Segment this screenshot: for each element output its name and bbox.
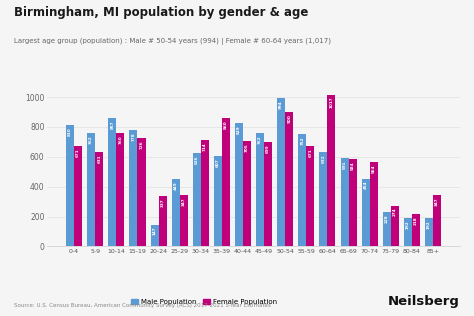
Bar bbox=[340, 158, 348, 246]
Text: 626: 626 bbox=[195, 155, 199, 164]
Bar bbox=[425, 218, 433, 246]
Text: 274: 274 bbox=[393, 208, 397, 216]
Text: 752: 752 bbox=[301, 137, 304, 145]
Bar bbox=[137, 138, 146, 246]
Text: 632: 632 bbox=[321, 154, 326, 163]
Text: 347: 347 bbox=[182, 197, 186, 205]
Bar bbox=[328, 94, 336, 246]
Text: 1017: 1017 bbox=[329, 97, 334, 108]
Bar bbox=[348, 159, 356, 246]
Text: 829: 829 bbox=[237, 125, 241, 133]
Bar bbox=[256, 133, 264, 246]
Text: 564: 564 bbox=[372, 164, 376, 173]
Text: 347: 347 bbox=[435, 197, 439, 205]
Bar bbox=[201, 140, 209, 246]
Bar bbox=[117, 133, 124, 246]
Text: 218: 218 bbox=[414, 216, 418, 225]
Bar bbox=[129, 130, 137, 246]
Text: 192: 192 bbox=[406, 220, 410, 229]
Bar bbox=[214, 156, 222, 246]
Bar bbox=[383, 212, 391, 246]
Bar bbox=[433, 195, 441, 246]
Bar bbox=[172, 179, 180, 246]
Text: 900: 900 bbox=[287, 114, 291, 123]
Text: 192: 192 bbox=[427, 220, 431, 229]
Text: 994: 994 bbox=[279, 100, 283, 109]
Bar bbox=[66, 125, 74, 246]
Bar bbox=[285, 112, 293, 246]
Text: 337: 337 bbox=[161, 198, 164, 207]
Text: 607: 607 bbox=[216, 158, 220, 167]
Text: 449: 449 bbox=[173, 182, 178, 190]
Bar bbox=[151, 225, 159, 246]
Text: 762: 762 bbox=[258, 135, 262, 143]
Text: 147: 147 bbox=[153, 227, 156, 235]
Text: 584: 584 bbox=[351, 161, 355, 170]
Bar bbox=[298, 134, 306, 246]
Text: 762: 762 bbox=[89, 135, 93, 143]
Bar bbox=[74, 146, 82, 246]
Bar bbox=[193, 153, 201, 246]
Text: Neilsberg: Neilsberg bbox=[388, 295, 460, 308]
Bar bbox=[180, 195, 188, 246]
Text: 631: 631 bbox=[97, 155, 101, 163]
Bar bbox=[306, 146, 314, 246]
Bar bbox=[319, 152, 328, 246]
Bar bbox=[109, 118, 117, 246]
Text: Birmingham, MI population by gender & age: Birmingham, MI population by gender & ag… bbox=[14, 6, 309, 19]
Text: 714: 714 bbox=[203, 142, 207, 151]
Text: 454: 454 bbox=[364, 181, 368, 189]
Bar bbox=[362, 179, 370, 246]
Text: 857: 857 bbox=[110, 121, 114, 129]
Bar bbox=[391, 205, 399, 246]
Text: 726: 726 bbox=[139, 140, 144, 149]
Bar bbox=[243, 141, 251, 246]
Bar bbox=[264, 142, 272, 246]
Text: 699: 699 bbox=[266, 144, 270, 153]
Bar bbox=[87, 133, 95, 246]
Legend: Male Population, Female Population: Male Population, Female Population bbox=[128, 296, 280, 307]
Text: 810: 810 bbox=[68, 128, 72, 137]
Text: 671: 671 bbox=[76, 149, 80, 157]
Text: 778: 778 bbox=[131, 132, 136, 141]
Bar bbox=[370, 162, 378, 246]
Bar bbox=[412, 214, 420, 246]
Bar bbox=[222, 118, 230, 246]
Text: 671: 671 bbox=[309, 149, 312, 157]
Bar bbox=[235, 123, 243, 246]
Bar bbox=[277, 98, 285, 246]
Text: 228: 228 bbox=[385, 215, 389, 223]
Text: Largest age group (population) : Male # 50-54 years (994) | Female # 60-64 years: Largest age group (population) : Male # … bbox=[14, 38, 331, 45]
Text: Source: U.S. Census Bureau, American Community Survey (ACS) 2017-2021 5-Year Est: Source: U.S. Census Bureau, American Com… bbox=[14, 303, 271, 308]
Text: 860: 860 bbox=[224, 120, 228, 129]
Bar bbox=[404, 218, 412, 246]
Bar bbox=[159, 196, 167, 246]
Text: 760: 760 bbox=[118, 135, 122, 144]
Text: 591: 591 bbox=[343, 161, 346, 169]
Text: 705: 705 bbox=[245, 143, 249, 152]
Bar bbox=[95, 152, 103, 246]
